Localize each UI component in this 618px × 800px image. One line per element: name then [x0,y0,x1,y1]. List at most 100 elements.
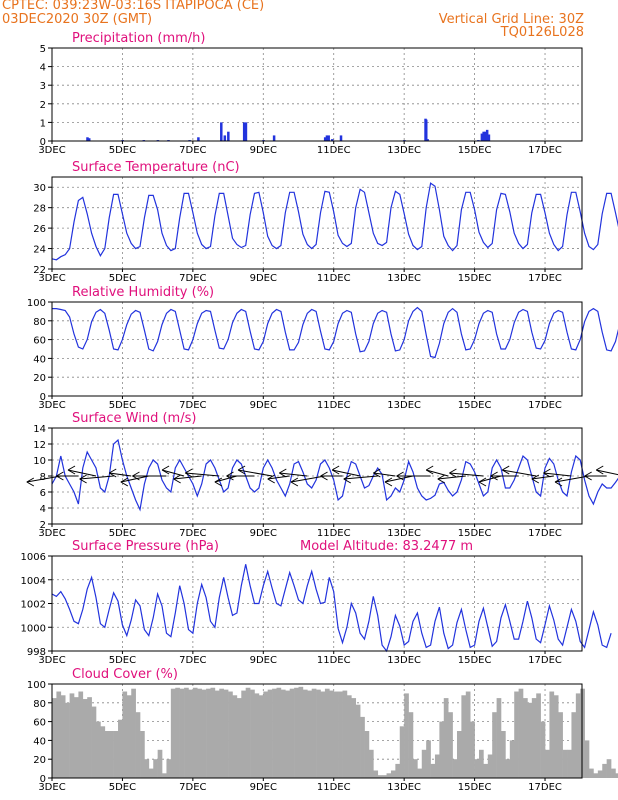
cloud-bar [536,693,541,778]
cloud-bar [439,721,445,778]
precip-bar [244,122,248,141]
temp-frame [51,176,583,270]
wind-arrow-head [425,469,434,475]
wind-arrow-head [596,465,604,471]
wind-arrow-head [56,471,64,477]
cloud-bar [131,688,136,778]
wind-arrow-head [437,478,446,484]
wind-arrow-head [554,477,563,483]
cloud-bar [307,690,313,778]
cloud-bar [294,687,299,778]
wind-arrow [343,475,378,480]
cloud-bar [470,721,475,778]
precip-bar [323,137,327,141]
wind-arrow-head [120,481,129,487]
wind-arrow-head [531,474,540,480]
precip-bar [426,139,429,141]
precip-bar [227,131,230,141]
cloud-bar [360,716,365,778]
wind-arrow-head [108,472,117,478]
cloud-ytick-label: 60 [33,718,46,729]
temp-ytick-label: 28 [33,204,46,215]
cloud-bar [104,731,110,778]
wind-arrow-head [173,474,181,480]
wind-arrow-head [79,478,87,484]
cloud-bar [474,759,480,778]
cloud-bar [456,731,462,778]
precip-xtick-label: 11DEC [317,145,351,156]
wind-ytick-label: 10 [33,456,46,467]
wind-arrow-head [26,477,35,483]
pressure-ytick-label: 1006 [21,552,46,563]
wind-arrow-head [226,475,234,481]
cloud-bar [562,749,568,778]
cloud-bar [492,712,497,778]
cloud-bar [170,688,176,778]
cloud-xtick-label: 15DEC [458,782,492,793]
cloud-bar [606,759,612,778]
wind-arrow-head [26,481,35,487]
wind-arrow-head [320,471,328,477]
wind-arrow [173,475,202,480]
wind-arrow-head [279,472,287,478]
precip-title: Precipitation (mm/h) [72,31,205,46]
wind-arrow-head [67,465,76,471]
rh-ytick-label: 40 [33,354,46,365]
temp-ytick-label: 24 [33,245,46,256]
wind-xtick-label: 15DEC [458,528,492,539]
precip-bar [223,135,227,141]
temp-ytick-label: 30 [33,183,46,194]
cloud-bar [395,763,401,778]
wind-arrow-head [67,469,76,475]
cloud-bar [399,726,405,778]
cloud-bar [118,719,123,778]
cloud-xtick-label: 17DEC [528,782,562,793]
wind-arrow-head [279,468,287,474]
wind-arrow-head [501,465,510,471]
wind-arrow [373,472,396,477]
cloud-bar [52,698,57,778]
wind-arrow [554,475,590,483]
temp-xtick-label: 5DEC [109,273,136,284]
wind-arrow [543,472,572,477]
wind-arrow-head [237,469,246,475]
wind-arrow-head [267,478,275,484]
cloud-bar [250,689,255,778]
wind-arrow-head [56,475,64,481]
cloud-bar [267,689,273,778]
pressure-xtick-label: 11DEC [317,655,351,666]
wind-arrow-head [554,481,563,487]
precip-bar [327,135,330,141]
cloud-bar [298,686,304,778]
cloud-xtick-label: 13DEC [387,782,421,793]
cloud-bar [593,773,599,778]
pressure-series-line [51,564,612,653]
wind-arrow-head [108,468,117,474]
wind-arrow-head [596,469,604,475]
rh-xtick-label: 11DEC [317,400,351,411]
temp-xtick-label: 3DEC [38,273,65,284]
header-code: TQ0126L028 [500,25,584,40]
cloud-ytick-label: 20 [33,755,46,766]
cloud-bar [514,691,519,778]
wind-ytick-label: 12 [33,440,46,451]
pressure-xtick-label: 5DEC [109,655,136,666]
wind-arrow-head [237,465,246,471]
wind-arrow [214,475,238,483]
cloud-bar [443,698,449,778]
rh-xtick-label: 3DEC [38,400,65,411]
cloud-bar [496,698,502,778]
pressure-xtick-label: 17DEC [528,655,562,666]
wind-arrow [161,469,185,477]
cloud-bar [558,712,563,778]
precip-ytick-label: 5 [40,44,46,55]
precip-bar [339,135,343,141]
wind-arrow-head [161,469,170,475]
precip-bar [197,137,200,141]
cloud-bar [364,731,370,778]
precip-xtick-label: 7DEC [179,145,206,156]
precip-frame [51,47,583,142]
wind-arrow [109,472,132,477]
precip-xtick-label: 17DEC [528,145,562,156]
precip-bar [487,134,491,141]
